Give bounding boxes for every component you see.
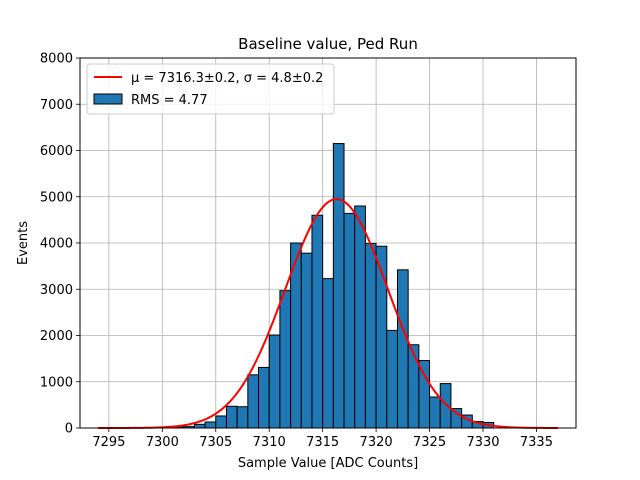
histogram-bar <box>418 359 431 429</box>
histogram-bar <box>215 415 227 429</box>
histogram-bar <box>439 383 452 429</box>
histogram-bar <box>396 269 409 429</box>
y-tick-label: 5000 <box>40 190 73 205</box>
histogram-bar <box>204 421 217 429</box>
y-axis-label: Events <box>16 221 31 265</box>
x-tick-label: 7300 <box>146 435 179 450</box>
gaussian-fit <box>98 198 558 429</box>
histogram-bar <box>450 408 463 429</box>
x-tick-label: 7325 <box>413 435 446 450</box>
histogram-bar <box>236 406 249 429</box>
histogram-bar <box>300 252 313 429</box>
axis-ticks: 7295 7300 7305 7310 7315 7320 7325 7330 7335 0 100… <box>40 52 553 451</box>
x-tick-label: 7310 <box>253 435 286 450</box>
histogram-bar <box>311 214 324 429</box>
histogram-bar <box>343 212 356 429</box>
x-tick-label: 7335 <box>520 435 553 450</box>
legend: μ = 7316.3±0.2, σ = 4.8±0.2 RMS = 4.77 <box>86 63 335 115</box>
histogram-bar <box>193 423 206 429</box>
histogram-bar <box>268 334 281 429</box>
y-tick-label: 7000 <box>40 98 73 113</box>
y-tick-label: 1000 <box>40 375 73 390</box>
histogram-bars <box>172 143 495 429</box>
legend-box <box>86 63 335 115</box>
x-tick-label: 7315 <box>306 435 339 450</box>
legend-histogram-swatch <box>93 93 123 105</box>
legend-fit-label: μ = 7316.3±0.2, σ = 4.8±0.2 <box>131 71 323 86</box>
x-tick-label: 7330 <box>466 435 499 450</box>
histogram-bar <box>225 405 238 429</box>
x-axis-label: Sample Value [ADC Counts] <box>238 456 418 471</box>
histogram-bar <box>279 290 292 429</box>
histogram-bar <box>386 329 398 429</box>
histogram-bar <box>247 374 260 429</box>
histogram-bar <box>354 205 366 429</box>
y-tick-label: 2000 <box>40 329 73 344</box>
y-tick-label: 6000 <box>40 144 73 159</box>
histogram-bar <box>429 396 441 429</box>
histogram-bar <box>407 344 420 429</box>
histogram-bar <box>258 366 270 429</box>
x-tick-label: 7305 <box>199 435 232 450</box>
y-tick-label: 0 <box>65 422 73 437</box>
chart-title: Baseline value, Ped Run <box>238 35 418 53</box>
legend-histogram-label: RMS = 4.77 <box>131 93 208 108</box>
y-tick-label: 4000 <box>40 237 73 252</box>
x-tick-label: 7320 <box>360 435 393 450</box>
y-tick-label: 8000 <box>40 52 73 67</box>
y-tick-label: 3000 <box>40 283 73 298</box>
x-tick-label: 7295 <box>92 435 125 450</box>
histogram-bar <box>332 143 345 429</box>
histogram-bar <box>364 242 377 429</box>
fit-curve <box>98 198 558 429</box>
histogram-bar <box>322 278 334 429</box>
